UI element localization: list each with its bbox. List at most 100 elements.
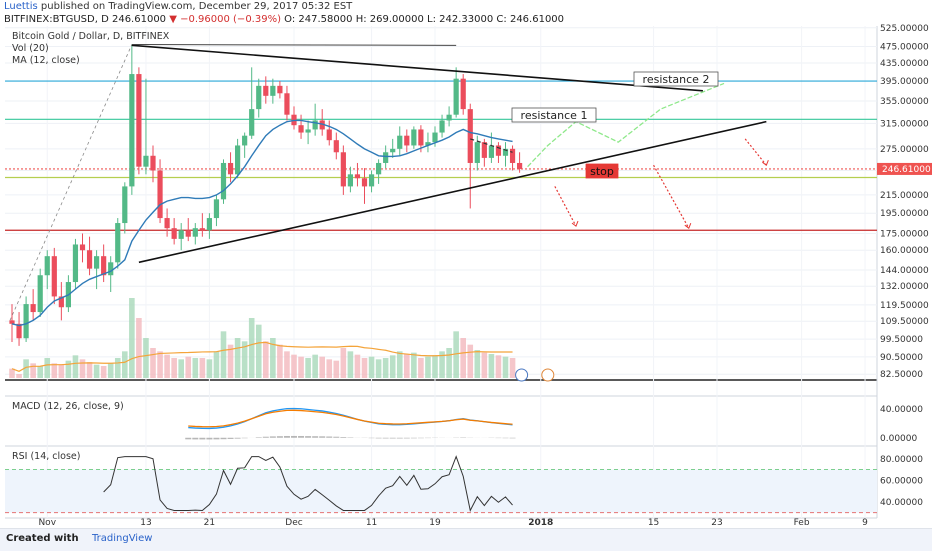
volume-bar bbox=[94, 365, 100, 378]
candle-body bbox=[45, 256, 50, 275]
candle-body bbox=[52, 256, 57, 296]
volume-bar bbox=[383, 358, 389, 378]
price-tick-label: 99.50000 bbox=[880, 335, 923, 345]
candle-body bbox=[327, 129, 332, 140]
candle-body bbox=[9, 320, 14, 323]
time-tick-label: Dec bbox=[285, 518, 302, 528]
candle-body bbox=[214, 199, 219, 218]
candle-body bbox=[186, 230, 191, 236]
price-tick-label: 275.00000 bbox=[880, 145, 929, 155]
macd-histogram-bar bbox=[312, 436, 318, 438]
volume-bar bbox=[16, 374, 22, 378]
candle-body bbox=[101, 256, 106, 275]
volume-bar bbox=[129, 298, 135, 378]
volume-bar bbox=[284, 351, 290, 378]
volume-bar bbox=[298, 357, 304, 378]
candle-body bbox=[397, 136, 402, 149]
macd-histogram-bar bbox=[376, 438, 382, 439]
candle-body bbox=[270, 86, 275, 96]
volume-bar bbox=[221, 331, 227, 378]
macd-histogram-bar bbox=[277, 436, 283, 438]
macd-histogram-bar bbox=[228, 438, 234, 439]
volume-bar bbox=[418, 358, 424, 378]
time-tick-label: 15 bbox=[648, 518, 659, 528]
volume-bar bbox=[136, 318, 142, 378]
macd-histogram-bar bbox=[213, 438, 219, 440]
macd-histogram-bar bbox=[340, 437, 346, 438]
candle-body bbox=[115, 223, 120, 262]
volume-bar bbox=[397, 351, 403, 378]
macd-histogram-bar bbox=[305, 436, 311, 438]
volume-bar bbox=[178, 359, 184, 378]
symbol-header: BITFINEX:BTGUSD, D 246.61000 ▼ −0.96000 … bbox=[4, 14, 564, 25]
price-tick-label: 175.00000 bbox=[880, 229, 929, 239]
candle-body bbox=[143, 156, 148, 167]
candle-body bbox=[432, 133, 437, 143]
candle-body bbox=[228, 163, 233, 174]
volume-bar bbox=[150, 348, 156, 378]
event-flag-icon bbox=[516, 369, 528, 381]
candle-body bbox=[38, 275, 43, 312]
candle-body bbox=[468, 109, 473, 163]
macd-tick-label: 40.00000 bbox=[880, 405, 923, 415]
price-tick-label: 109.50000 bbox=[880, 317, 929, 327]
main-pane bbox=[5, 26, 877, 380]
volume-bar bbox=[496, 355, 502, 378]
volume-bar bbox=[52, 363, 58, 378]
price-tick-label: 195.00000 bbox=[880, 209, 929, 219]
candle-body bbox=[454, 79, 459, 115]
time-tick-label: 21 bbox=[204, 518, 215, 528]
time-tick-label: 9 bbox=[862, 518, 868, 528]
main-pane-title: Bitcoin Gold / Dollar, D, BITFINEX bbox=[12, 31, 169, 42]
candle-body bbox=[87, 250, 92, 268]
rsi-tick-label: 40.00000 bbox=[880, 498, 923, 508]
volume-bar bbox=[411, 353, 417, 378]
volume-bar bbox=[193, 358, 199, 378]
candle-body bbox=[439, 120, 444, 132]
candle-body bbox=[165, 218, 170, 228]
macd-tick-label: 0.00000 bbox=[880, 434, 917, 444]
volume-bar bbox=[66, 361, 72, 378]
candle-body bbox=[150, 156, 155, 171]
price-tick-label: 355.00000 bbox=[880, 97, 929, 107]
macd-histogram-bar bbox=[263, 437, 269, 438]
symbol-label: BITFINEX:BTGUSD, D bbox=[4, 14, 109, 25]
volume-bar bbox=[37, 366, 43, 378]
volume-bar bbox=[157, 351, 163, 378]
macd-legend: MACD (12, 26, close, 9) bbox=[12, 401, 124, 412]
candle-body bbox=[94, 256, 99, 268]
candle-body bbox=[129, 74, 134, 186]
published-text: published on TradingView.com, December 2… bbox=[41, 1, 352, 12]
price-tick-label: 215.00000 bbox=[880, 191, 929, 201]
tradingview-logo-link[interactable]: TradingView bbox=[92, 533, 152, 544]
macd-histogram-bar bbox=[333, 437, 339, 438]
volume-bar bbox=[87, 362, 93, 378]
price-tick-label: 395.00000 bbox=[880, 77, 929, 87]
candle-body bbox=[447, 115, 452, 121]
rsi-tick-label: 80.00000 bbox=[880, 455, 923, 465]
volume-bar bbox=[200, 358, 206, 378]
candle-body bbox=[510, 149, 515, 163]
volume-bar bbox=[263, 341, 269, 378]
macd-histogram-bar bbox=[284, 436, 290, 438]
volume-bar bbox=[432, 355, 438, 378]
time-tick-label: 23 bbox=[711, 518, 722, 528]
volume-bar bbox=[467, 345, 473, 378]
volume-bar bbox=[256, 325, 262, 378]
macd-histogram-bar bbox=[326, 437, 332, 438]
candle-body bbox=[193, 228, 198, 237]
candle-body bbox=[256, 86, 261, 109]
volume-bar bbox=[482, 353, 488, 378]
candle-body bbox=[249, 109, 254, 136]
volume-bar bbox=[510, 358, 516, 378]
volume-bar bbox=[171, 358, 177, 378]
volume-bar bbox=[185, 357, 191, 378]
price-tick-label: 525.00000 bbox=[880, 24, 929, 34]
candle-body bbox=[355, 174, 360, 178]
volume-bar bbox=[101, 366, 107, 378]
time-tick-label: 13 bbox=[140, 518, 151, 528]
author-link[interactable]: Luettis bbox=[4, 1, 38, 12]
macd-histogram-bar bbox=[397, 438, 403, 439]
candle-body bbox=[489, 145, 494, 157]
volume-bar bbox=[214, 351, 220, 378]
